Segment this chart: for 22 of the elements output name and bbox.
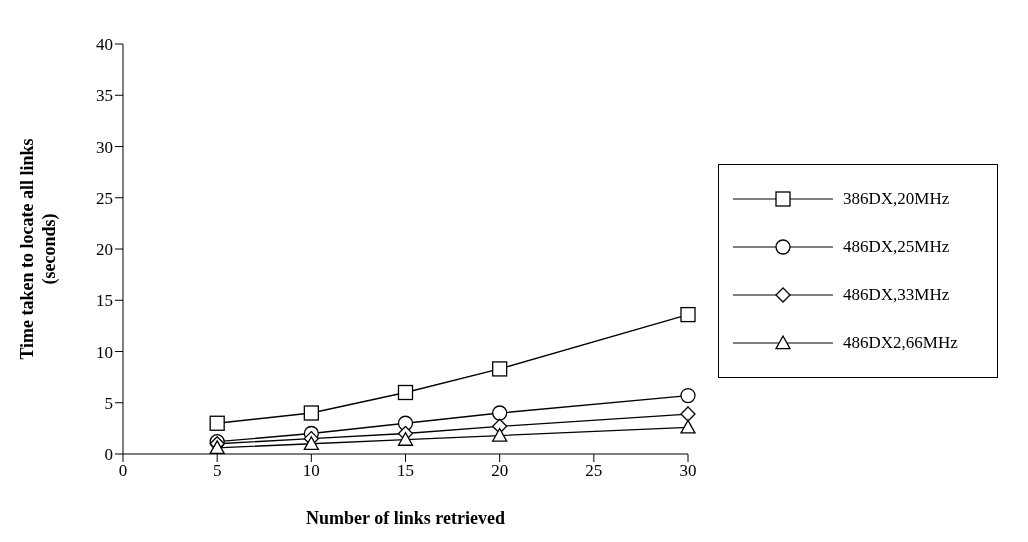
y-tick-label: 10 <box>96 342 113 362</box>
x-tick-label: 20 <box>491 461 509 481</box>
x-tick-label: 10 <box>302 461 320 481</box>
y-tick-label: 0 <box>104 445 113 465</box>
x-axis-title: Number of links retrieved <box>306 508 505 528</box>
y-tick-label: 20 <box>96 240 113 260</box>
text: 486DX,25MHz <box>843 237 950 257</box>
text: 386DX,20MHz <box>843 189 950 209</box>
x-tick-label: 15 <box>397 461 414 481</box>
x-tick-label: 30 <box>679 461 697 481</box>
x-tick-label: 0 <box>118 461 128 481</box>
y-tick-label: 25 <box>96 188 113 208</box>
y-tick-label: 15 <box>96 291 113 311</box>
x-tick-label: 25 <box>585 461 603 481</box>
text: 486DX2,66MHz <box>843 333 958 353</box>
y-tick-label: 5 <box>104 393 113 413</box>
y-tick-label: 30 <box>96 137 113 157</box>
y-tick-label: 40 <box>96 35 113 55</box>
text: 486DX,33MHz <box>843 285 950 305</box>
x-tick-label: 5 <box>212 461 222 481</box>
y-tick-label: 35 <box>96 86 113 106</box>
y-axis-title: Time taken to locate all links (seconds) <box>16 137 60 362</box>
